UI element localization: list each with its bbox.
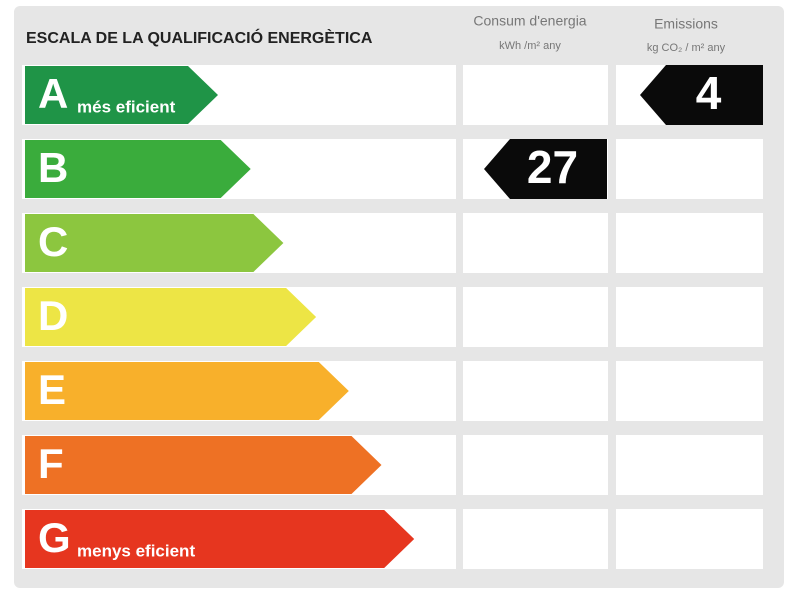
class-arrow bbox=[25, 66, 218, 124]
class-label: menys eficient bbox=[77, 541, 195, 560]
class-arrow bbox=[25, 436, 382, 494]
emissions-cell bbox=[616, 287, 763, 347]
class-arrow bbox=[25, 510, 415, 568]
emissions-cell bbox=[616, 435, 763, 495]
class-arrow bbox=[25, 140, 251, 198]
consumption-title: Consum d'energia bbox=[473, 13, 586, 29]
title: ESCALA DE LA QUALIFICACIÓ ENERGÈTICA bbox=[26, 28, 373, 47]
emissions-title: Emissions bbox=[654, 16, 718, 32]
rating-value: 27 bbox=[527, 141, 578, 193]
consumption-cell bbox=[463, 509, 608, 569]
class-arrow bbox=[25, 288, 317, 346]
class-arrow bbox=[25, 362, 349, 420]
class-arrow bbox=[25, 214, 284, 272]
emissions-cell bbox=[616, 509, 763, 569]
emissions-cell bbox=[616, 139, 763, 199]
class-letter: F bbox=[38, 440, 64, 487]
class-letter: E bbox=[38, 366, 66, 413]
watermark: habitaclia bbox=[349, 283, 451, 310]
consumption-cell bbox=[463, 65, 608, 125]
class-letter: C bbox=[38, 218, 68, 265]
rating-value: 4 bbox=[696, 67, 722, 119]
consumption-cell bbox=[463, 435, 608, 495]
consumption-unit: kWh /m² any bbox=[499, 40, 561, 52]
consumption-cell bbox=[463, 213, 608, 273]
class-letter: A bbox=[38, 70, 68, 117]
class-letter: B bbox=[38, 144, 68, 191]
consumption-cell bbox=[463, 287, 608, 347]
rating-marker bbox=[640, 65, 763, 125]
class-letter: G bbox=[38, 514, 71, 561]
class-label: més eficient bbox=[77, 97, 176, 116]
emissions-unit: kg CO₂ / m² any bbox=[647, 42, 726, 54]
emissions-cell bbox=[616, 361, 763, 421]
consumption-cell bbox=[463, 361, 608, 421]
class-letter: D bbox=[38, 292, 68, 339]
emissions-cell bbox=[616, 213, 763, 273]
rating-marker bbox=[484, 139, 607, 199]
